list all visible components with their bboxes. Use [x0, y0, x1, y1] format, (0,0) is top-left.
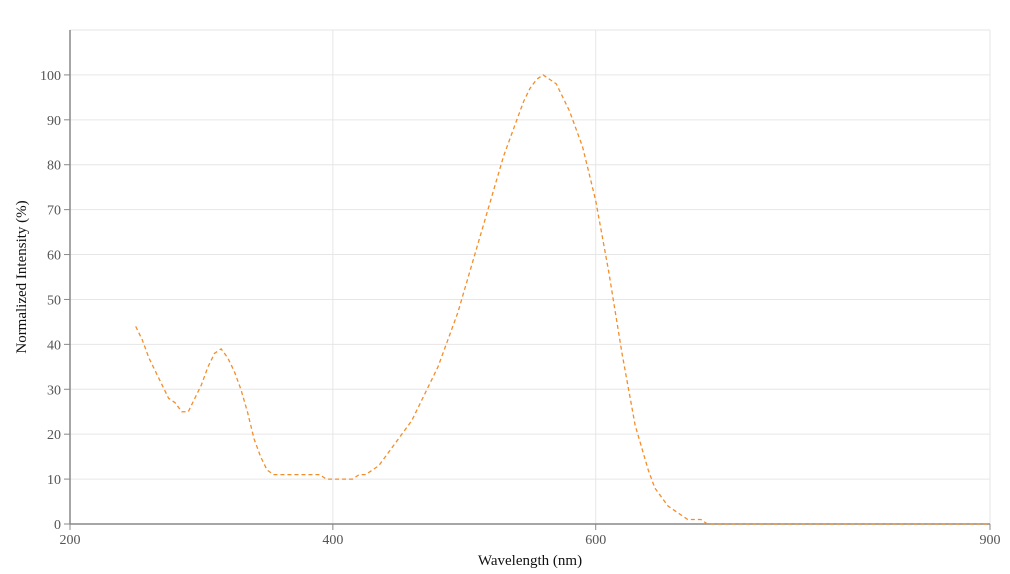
- tick-labels: 0 10 20 30 40 50 60 70 80 90 100 200 400 600 900: [40, 69, 1001, 548]
- y-tick-label: 30: [47, 383, 61, 398]
- y-tick-label: 90: [47, 114, 61, 129]
- grid-lines: [69, 29, 991, 525]
- y-tick-label: 80: [47, 159, 61, 174]
- x-tick-label: 900: [980, 533, 1001, 548]
- x-axis-title: Wavelength (nm): [478, 553, 582, 569]
- series-line: [135, 74, 990, 525]
- y-tick-label: 100: [40, 69, 61, 84]
- x-tick-label: 600: [585, 533, 606, 548]
- axes: [64, 30, 991, 530]
- series-layer: [135, 74, 990, 525]
- y-tick-label: 20: [47, 428, 61, 443]
- y-tick-label: 70: [47, 204, 61, 219]
- y-tick-label: 0: [54, 518, 61, 533]
- y-tick-label: 40: [47, 338, 61, 353]
- x-tick-label: 400: [322, 533, 343, 548]
- y-tick-label: 50: [47, 293, 61, 308]
- x-tick-label: 200: [60, 533, 81, 548]
- y-axis-title: Normalized Intensity (%): [14, 200, 30, 353]
- y-tick-label: 10: [47, 473, 61, 488]
- y-tick-label: 60: [47, 249, 61, 264]
